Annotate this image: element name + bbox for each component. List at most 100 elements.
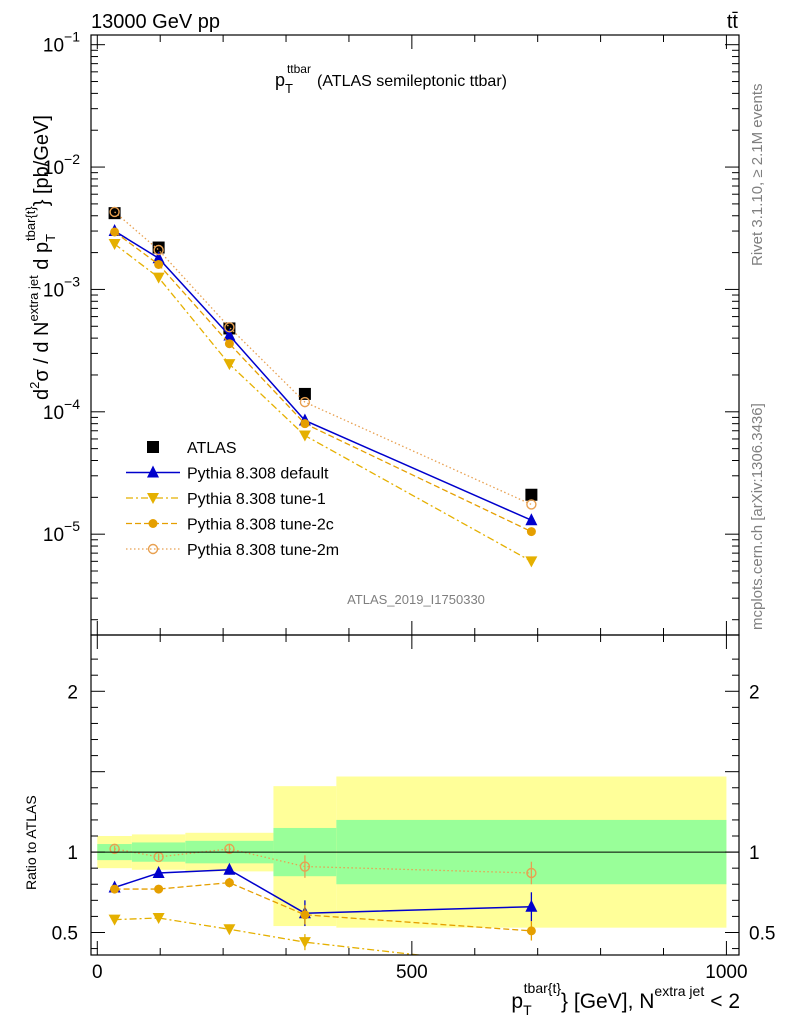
legend-label-3: Pythia 8.308 tune-2c — [187, 517, 334, 534]
series-4-ratio-point-0 — [109, 843, 120, 855]
series-3-ratio-line — [114, 881, 532, 932]
series-4-ratio-point-4 — [526, 867, 537, 879]
series-2-ratio-point-3 — [298, 937, 311, 949]
main-y-tick-label-base-2: 10 — [43, 280, 64, 301]
series-1-ratio-point-1 — [152, 865, 165, 878]
legend-marker-3 — [148, 519, 158, 528]
main-y-tick-label-4: 10−1 — [43, 29, 80, 57]
plot-title-sub: T — [285, 81, 293, 96]
series-2-ratio-point-1 — [152, 913, 165, 925]
series-4-main-line — [114, 211, 532, 506]
plot-title-rest: (ATLAS semileptonic ttbar) — [317, 73, 507, 90]
ratio-y-axis-label: Ratio to ATLAS — [23, 795, 39, 890]
series-1-main-point-1 — [152, 251, 165, 264]
series-1-ratio-point-4 — [525, 899, 538, 912]
legend-label-1: Pythia 8.308 default — [187, 466, 329, 483]
plot-title-main: p — [275, 70, 285, 90]
main-y-tick-label-base-3: 10 — [43, 158, 64, 179]
plot-title: pTttbar (ATLAS semileptonic ttbar) — [275, 62, 507, 96]
series-1-main-point-4 — [525, 513, 538, 526]
ratio-y-tick-label-right-0: 0.5 — [749, 923, 775, 944]
series-2-main-point-4 — [525, 556, 538, 568]
legend-label-0: ATLAS — [187, 440, 237, 457]
series-0-main-point-4 — [525, 488, 538, 501]
series-3-main-point-1 — [154, 259, 164, 269]
main-y-tick-label-exp-1: −4 — [64, 396, 80, 412]
main-y-tick-label-2: 10−3 — [43, 273, 80, 301]
analysis-id: ATLAS_2019_I1750330 — [347, 592, 485, 607]
ratio-y-tick-label-left-1: 1 — [67, 843, 78, 864]
main-y-tick-label-exp-3: −2 — [64, 151, 80, 167]
legend-label-4: Pythia 8.308 tune-2m — [187, 542, 339, 559]
series-3-main-point-2 — [224, 339, 234, 349]
series-3-ratio-point-4 — [526, 926, 536, 936]
series-4-main-point-2 — [224, 322, 235, 333]
main-y-tick-label-base-1: 10 — [43, 403, 64, 424]
x-tick-labels: 0 500 1000 — [92, 962, 748, 983]
axis-ticks — [91, 35, 739, 955]
series-2-main-point-0 — [108, 239, 121, 251]
legend-marker-0 — [147, 441, 159, 453]
series-0-main-point-0 — [108, 207, 121, 220]
plot-title-sup: ttbar — [287, 62, 311, 76]
series-4-ratio-point-3 — [299, 861, 311, 872]
main-y-tick-label-exp-0: −5 — [64, 518, 80, 534]
series-3-ratio-point-2 — [224, 878, 234, 888]
series-2-main-point-2 — [223, 359, 236, 371]
series-4-main-point-4 — [526, 499, 537, 510]
main-y-tick-labels: 10−510−410−310−210−1 — [43, 29, 80, 546]
energy-label: 13000 GeV pp — [91, 11, 220, 33]
ratio-y-tick-label-left-0: 0.5 — [52, 923, 78, 944]
legend: ATLAS Pythia 8.308 default Pythia 8.308 tu… — [126, 440, 339, 559]
series-4-main-point-3 — [299, 396, 311, 408]
series-2-main-point-3 — [298, 430, 311, 442]
ratio-panel-series — [108, 843, 538, 974]
main-y-axis-label: d2σ / d Nextra jet d pTtbar{t}} [pb/GeV] — [23, 115, 58, 400]
series-0-main-point-3 — [298, 387, 311, 400]
main-y-tick-label-3: 10−2 — [43, 151, 80, 179]
series-2-main-point-1 — [152, 272, 165, 284]
main-y-tick-label-0: 10−5 — [43, 518, 80, 546]
series-4-main-point-0 — [109, 206, 120, 218]
side-site-label: mcplots.cern.ch [arXiv:1306.3436] — [749, 403, 766, 630]
series-3-main-point-0 — [110, 227, 120, 237]
main-panel-series — [108, 206, 538, 568]
series-2-ratio-point-4 — [525, 963, 537, 974]
series-1-ratio-point-2 — [223, 862, 236, 875]
process-label: tt̄ — [727, 11, 739, 33]
series-2-ratio-point-2 — [223, 924, 236, 936]
main-y-tick-label-1: 10−4 — [43, 396, 80, 424]
main-y-tick-label-exp-4: −1 — [64, 29, 80, 45]
legend-marker-1 — [147, 465, 159, 478]
series-3-ratio-point-0 — [110, 884, 120, 894]
series-4-ratio-line — [114, 848, 532, 874]
ratio-y-tick-label-right-1: 1 — [749, 843, 760, 864]
ratio-y-tick-labels: 0.5 0.5 1 1 2 2 — [52, 682, 776, 944]
ratio-panel-frame — [90, 634, 740, 956]
series-4-main-point-1 — [153, 244, 164, 256]
ratio-y-tick-label-left-2: 2 — [67, 682, 78, 703]
legend-marker-4 — [147, 543, 159, 555]
legend-label-2: Pythia 8.308 tune-1 — [187, 491, 326, 508]
x-tick-label-2: 1000 — [705, 962, 747, 983]
main-y-tick-label-base-4: 10 — [43, 36, 64, 57]
x-axis-label: pTtbar{t}} [GeV], Nextra jet < 2 — [511, 980, 740, 1018]
series-3-ratio-point-1 — [154, 884, 164, 894]
series-3-main-point-4 — [526, 527, 536, 537]
series-0-main-point-1 — [152, 241, 165, 254]
series-1-main-point-2 — [223, 328, 236, 341]
ratio-y-tick-label-right-2: 2 — [749, 682, 760, 703]
series-4-ratio-point-2 — [224, 843, 235, 855]
x-tick-label-1: 500 — [396, 962, 428, 983]
side-rivet-label: Rivet 3.1.10, ≥ 2.1M events — [749, 84, 766, 267]
main-y-tick-label-exp-2: −3 — [64, 273, 80, 289]
legend-marker-2 — [147, 493, 159, 504]
main-y-tick-label-base-0: 10 — [43, 525, 64, 546]
x-tick-label-0: 0 — [92, 962, 103, 983]
series-3-ratio-point-3 — [300, 910, 310, 920]
series-2-main-line — [114, 243, 532, 562]
series-3-main-point-3 — [300, 419, 310, 429]
series-2-ratio-point-0 — [108, 914, 121, 926]
series-3-main-line — [114, 231, 532, 533]
